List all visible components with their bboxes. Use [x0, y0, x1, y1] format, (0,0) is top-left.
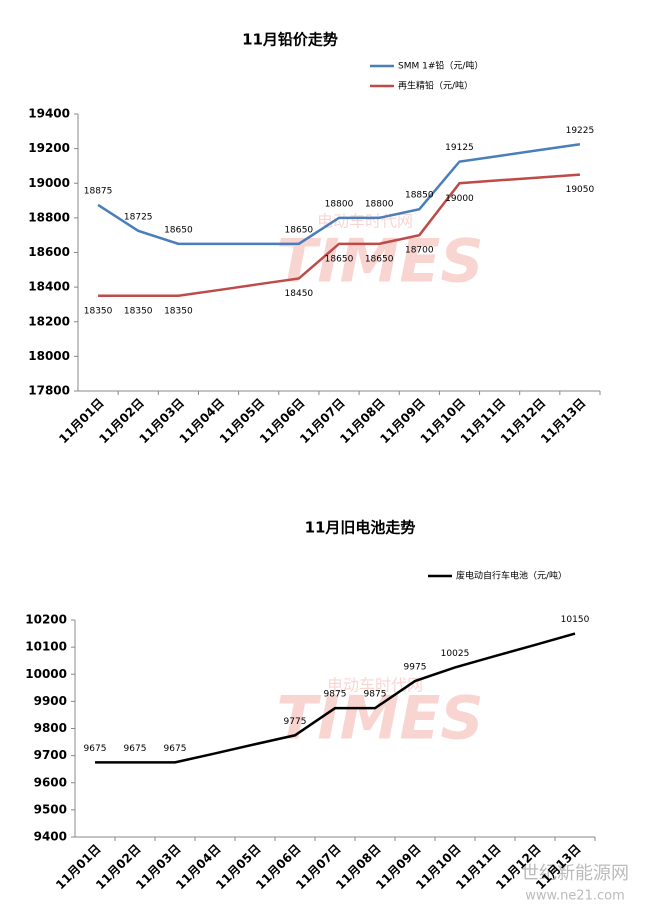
data-label: 9675 [84, 744, 107, 754]
y-tick-label: 9900 [34, 694, 67, 708]
data-label: 9975 [404, 663, 427, 673]
y-tick-label: 18200 [28, 314, 70, 328]
series-line [98, 173, 581, 298]
y-tick-label: 9700 [34, 748, 67, 762]
chart-title: 11月旧电池走势 [305, 519, 416, 537]
watermark: TIMES 电动车时代网 TIMES 电动车时代网 [276, 212, 483, 754]
data-label: 18350 [124, 306, 153, 316]
data-label: 18800 [365, 199, 394, 209]
data-label: 18350 [84, 306, 113, 316]
data-label: 18650 [164, 225, 193, 235]
y-tick-label: 19400 [28, 107, 70, 121]
data-label: 18700 [405, 246, 434, 256]
data-label: 18350 [164, 306, 193, 316]
data-label: 10150 [561, 615, 590, 625]
data-label: 18850 [405, 191, 434, 201]
legend-label: SMM 1#铅（元/吨） [398, 60, 483, 72]
data-label: 9775 [284, 717, 307, 727]
y-tick-label: 18800 [28, 210, 70, 224]
data-label: 18650 [285, 225, 314, 235]
data-label: 18875 [84, 186, 113, 196]
series-line [97, 143, 581, 246]
watermark-logo: TIMES [276, 684, 483, 754]
series-line [95, 632, 576, 764]
data-label: 18725 [124, 212, 153, 222]
y-tick-label: 9800 [34, 721, 67, 735]
watermark-name: 电动车时代网 [327, 676, 423, 695]
y-tick-label: 18000 [28, 349, 70, 363]
y-tick-label: 19200 [28, 141, 70, 155]
y-tick-label: 19000 [28, 176, 70, 190]
watermark-logo: TIMES [276, 227, 483, 297]
data-label: 19050 [566, 185, 595, 195]
data-label: 9675 [124, 744, 147, 754]
data-label: 19125 [445, 143, 474, 153]
y-tick-label: 10200 [25, 613, 67, 627]
data-label: 19000 [445, 194, 474, 204]
y-tick-label: 17800 [28, 384, 70, 398]
data-label: 19225 [566, 126, 595, 136]
data-label: 18800 [325, 199, 354, 209]
legend-label: 再生精铅（元/吨） [398, 80, 473, 92]
y-tick-label: 10000 [25, 667, 67, 681]
corner-watermark-url: www.ne21.com [525, 889, 625, 904]
data-label: 18450 [285, 289, 314, 299]
y-tick-label: 18400 [28, 280, 70, 294]
data-label: 9875 [324, 690, 347, 700]
data-label: 18650 [325, 254, 354, 264]
data-label: 18650 [365, 254, 394, 264]
y-tick-label: 9500 [34, 802, 67, 816]
data-label: 9675 [164, 744, 187, 754]
data-label: 9875 [364, 690, 387, 700]
data-label: 10025 [441, 649, 470, 659]
corner-watermark-name: 世纪新能源网 [521, 863, 629, 884]
y-tick-label: 10100 [25, 640, 67, 654]
y-tick-label: 18600 [28, 245, 70, 259]
legend-label: 废电动自行车电池（元/吨） [456, 570, 567, 582]
y-tick-label: 9600 [34, 775, 67, 789]
y-tick-label: 9400 [34, 830, 67, 844]
chart-title: 11月铅价走势 [242, 31, 338, 49]
